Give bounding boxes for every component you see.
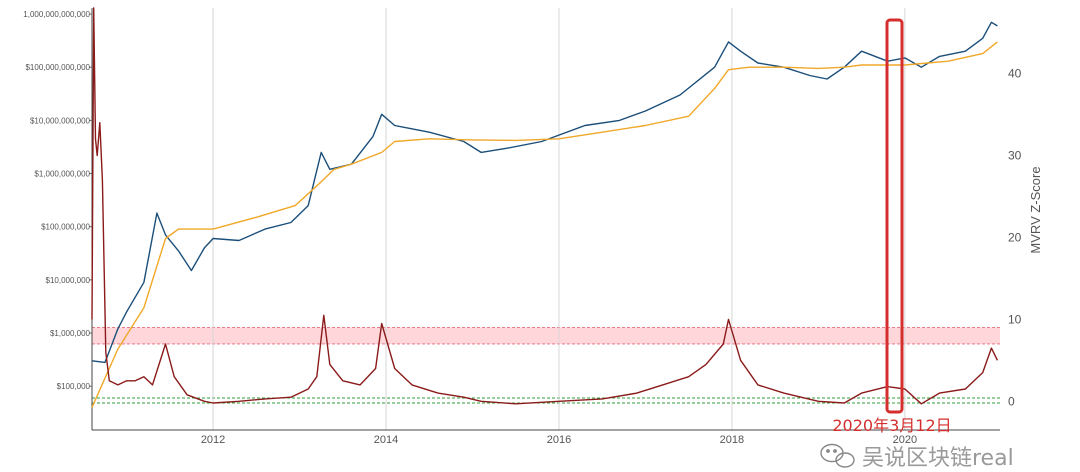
left-tick-label: 1,000,000,000,000 [23, 10, 90, 19]
date-highlight-box [885, 18, 904, 414]
right-axis-ticks: 0 10 20 30 40 [1008, 67, 1022, 409]
x-tick-label: 2018 [720, 434, 744, 446]
x-tick-label: 2012 [201, 434, 225, 446]
right-tick-label: 0 [1008, 394, 1015, 408]
series-lines [91, 7, 999, 408]
right-tick-label: 30 [1008, 148, 1022, 162]
right-tick-label: 20 [1008, 230, 1022, 244]
watermark-text: 吴说区块链real [862, 446, 1014, 471]
watermark: 吴说区块链real [820, 443, 1014, 471]
left-axis-ticks: 1,000,000,000,000 $100,000,000,000 $10,000… [23, 10, 92, 391]
left-tick-label: $100,000,000,000 [25, 63, 90, 72]
left-tick-label: $100,000 [57, 382, 91, 391]
wechat-icon [820, 443, 855, 468]
left-tick-label: $10,000,000,000 [30, 116, 91, 125]
realized-cap-line [91, 41, 998, 408]
left-tick-label: $10,000,000 [46, 276, 91, 285]
left-tick-label: $100,000,000 [41, 223, 90, 232]
mvrv-zscore-line [91, 7, 999, 405]
x-tick-label: 2016 [547, 434, 571, 446]
right-tick-label: 10 [1008, 312, 1022, 326]
x-tick-label: 2014 [374, 434, 398, 446]
right-tick-label: 40 [1008, 67, 1022, 81]
x-axis-ticks: 2012 2014 2016 2018 2020 [201, 434, 917, 446]
right-axis-label: MVRV Z-Score [1028, 166, 1043, 253]
vertical-gridlines [212, 8, 906, 430]
left-tick-label: $1,000,000,000 [34, 170, 90, 179]
left-tick-label: $1,000,000 [50, 329, 91, 338]
red-band [92, 327, 1000, 344]
x-tick-label: 2020 [893, 434, 917, 446]
date-annotation: 2020年3月12日 [832, 416, 951, 435]
market-cap-line [91, 21, 998, 364]
threshold-bands [92, 327, 1000, 404]
